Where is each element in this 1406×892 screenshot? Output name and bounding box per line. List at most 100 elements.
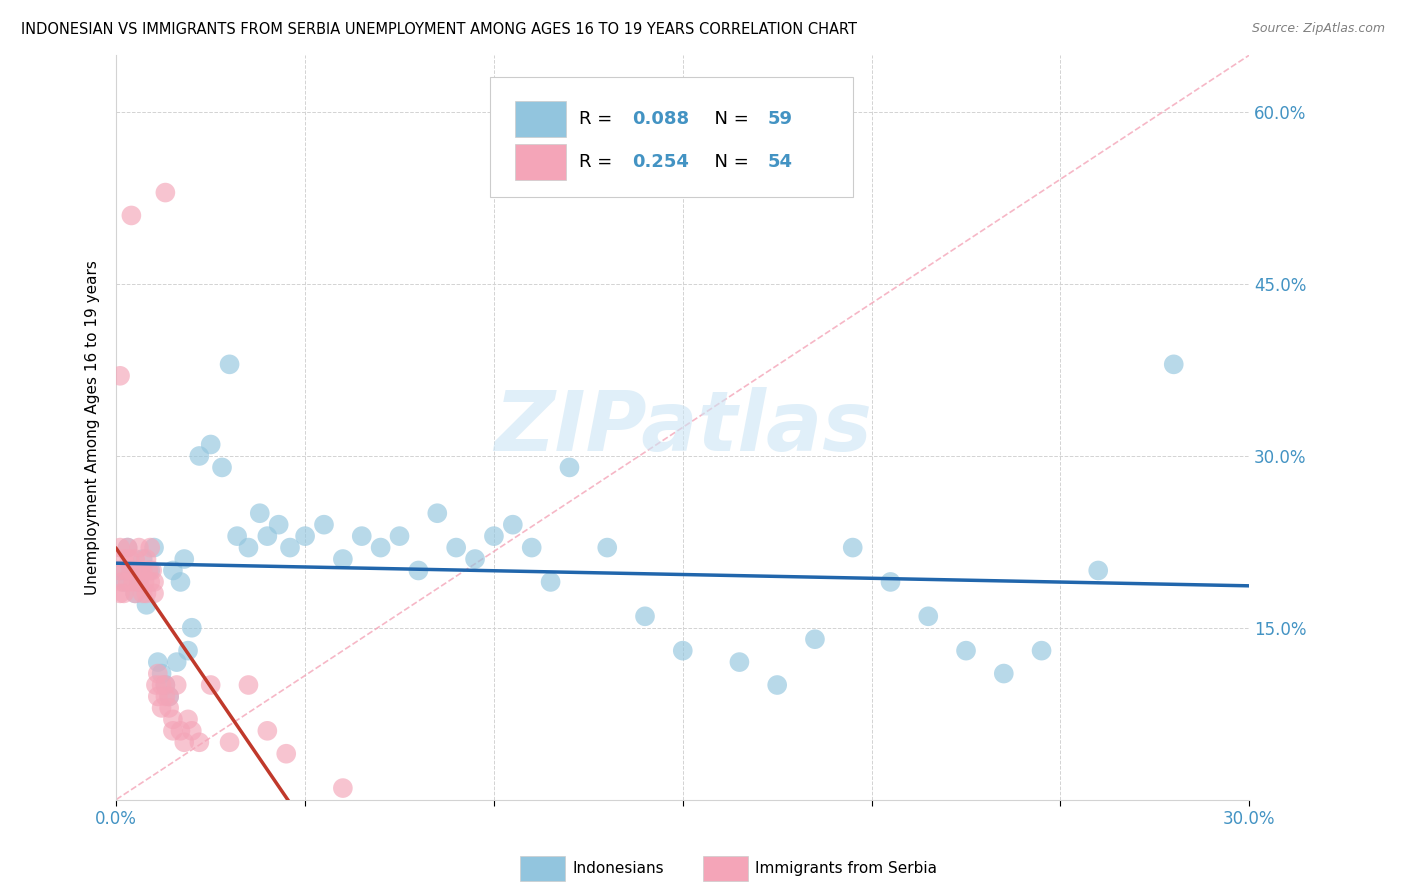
Point bbox=[129, 564, 152, 578]
Point bbox=[124, 586, 146, 600]
Point bbox=[276, 747, 298, 761]
Text: R =: R = bbox=[578, 110, 617, 128]
Point bbox=[173, 735, 195, 749]
Point bbox=[150, 678, 173, 692]
Point bbox=[166, 655, 188, 669]
Point bbox=[482, 529, 505, 543]
Point bbox=[111, 574, 134, 589]
Point bbox=[145, 678, 167, 692]
Point bbox=[238, 678, 260, 692]
Point bbox=[728, 655, 751, 669]
Point bbox=[150, 701, 173, 715]
Point bbox=[332, 780, 354, 795]
Point bbox=[108, 586, 131, 600]
Point bbox=[143, 574, 166, 589]
Point bbox=[211, 460, 233, 475]
Point bbox=[177, 712, 200, 726]
Point bbox=[540, 574, 562, 589]
Point bbox=[146, 666, 169, 681]
Point bbox=[879, 574, 901, 589]
Point bbox=[169, 723, 191, 738]
FancyBboxPatch shape bbox=[515, 102, 567, 137]
Point bbox=[155, 678, 177, 692]
Point bbox=[226, 529, 249, 543]
Point bbox=[135, 586, 157, 600]
Point bbox=[112, 552, 135, 566]
Point bbox=[993, 666, 1015, 681]
Point bbox=[118, 552, 141, 566]
Point bbox=[370, 541, 392, 555]
Point bbox=[128, 541, 150, 555]
Text: Indonesians: Indonesians bbox=[572, 862, 664, 876]
Point bbox=[1087, 564, 1109, 578]
Point bbox=[841, 541, 863, 555]
Point bbox=[238, 541, 260, 555]
Text: Immigrants from Serbia: Immigrants from Serbia bbox=[755, 862, 936, 876]
Point bbox=[117, 541, 139, 555]
Point bbox=[132, 564, 155, 578]
Point bbox=[596, 541, 619, 555]
Point bbox=[188, 449, 211, 463]
Point bbox=[173, 552, 195, 566]
Point bbox=[114, 564, 136, 578]
Point bbox=[520, 541, 543, 555]
Point bbox=[135, 598, 157, 612]
Text: 0.088: 0.088 bbox=[631, 110, 689, 128]
Point bbox=[955, 643, 977, 657]
Point bbox=[128, 574, 150, 589]
FancyBboxPatch shape bbox=[515, 145, 567, 180]
Text: N =: N = bbox=[703, 153, 755, 171]
FancyBboxPatch shape bbox=[491, 78, 852, 196]
Point bbox=[312, 517, 335, 532]
Point bbox=[150, 666, 173, 681]
Point bbox=[162, 723, 184, 738]
Point bbox=[350, 529, 373, 543]
Point bbox=[122, 574, 145, 589]
Point bbox=[108, 564, 131, 578]
Point bbox=[155, 690, 177, 704]
Point bbox=[135, 552, 157, 566]
Point bbox=[107, 564, 129, 578]
Point bbox=[162, 564, 184, 578]
Point bbox=[177, 643, 200, 657]
Point bbox=[143, 586, 166, 600]
Point bbox=[157, 701, 180, 715]
Point bbox=[267, 517, 290, 532]
Point bbox=[180, 621, 202, 635]
Point bbox=[146, 655, 169, 669]
Point bbox=[804, 632, 827, 647]
Point bbox=[138, 564, 160, 578]
Text: 54: 54 bbox=[768, 153, 793, 171]
Text: N =: N = bbox=[703, 110, 755, 128]
Text: 59: 59 bbox=[768, 110, 793, 128]
Text: R =: R = bbox=[578, 153, 617, 171]
Point bbox=[169, 574, 191, 589]
Point bbox=[139, 574, 162, 589]
Y-axis label: Unemployment Among Ages 16 to 19 years: Unemployment Among Ages 16 to 19 years bbox=[86, 260, 100, 595]
Point bbox=[157, 690, 180, 704]
Point bbox=[278, 541, 301, 555]
Point bbox=[134, 574, 156, 589]
Text: Source: ZipAtlas.com: Source: ZipAtlas.com bbox=[1251, 22, 1385, 36]
Point bbox=[120, 209, 142, 223]
Point bbox=[139, 564, 162, 578]
Point bbox=[256, 723, 278, 738]
Point bbox=[558, 460, 581, 475]
Point bbox=[108, 541, 131, 555]
Point bbox=[672, 643, 695, 657]
Point bbox=[112, 574, 135, 589]
Point bbox=[162, 712, 184, 726]
Point bbox=[143, 541, 166, 555]
Point bbox=[112, 586, 135, 600]
Text: INDONESIAN VS IMMIGRANTS FROM SERBIA UNEMPLOYMENT AMONG AGES 16 TO 19 YEARS CORR: INDONESIAN VS IMMIGRANTS FROM SERBIA UNE… bbox=[21, 22, 858, 37]
Point bbox=[218, 735, 240, 749]
Point bbox=[1031, 643, 1053, 657]
Point bbox=[155, 678, 177, 692]
Point bbox=[139, 541, 162, 555]
Point bbox=[125, 564, 148, 578]
Point bbox=[200, 678, 222, 692]
Point bbox=[332, 552, 354, 566]
Point bbox=[388, 529, 411, 543]
Point bbox=[218, 357, 240, 371]
Point bbox=[1163, 357, 1185, 371]
